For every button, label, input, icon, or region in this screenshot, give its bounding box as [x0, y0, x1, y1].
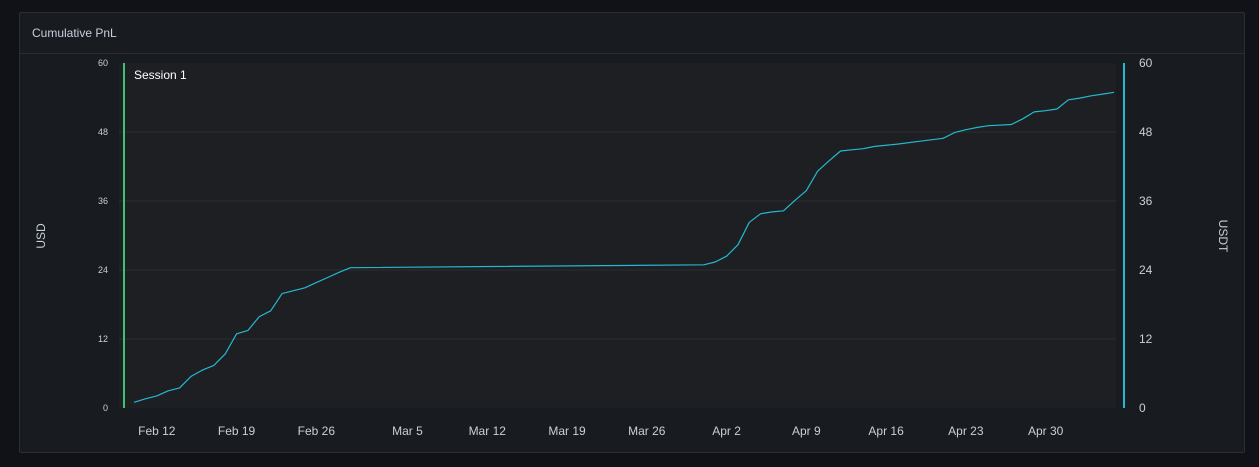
y-tick-left: 12 — [98, 334, 108, 344]
x-tick: Mar 5 — [392, 424, 423, 438]
y-tick-right: 60 — [1139, 56, 1153, 70]
x-tick: Mar 12 — [469, 424, 507, 438]
x-tick: Apr 30 — [1028, 424, 1064, 438]
x-tick: Mar 26 — [628, 424, 666, 438]
annotation-layer: Session 1 — [123, 63, 187, 408]
series-line[interactable] — [133, 91, 1115, 403]
y-tick-left: 24 — [98, 265, 108, 275]
y-axis-left-title: USD — [34, 223, 48, 249]
x-tick: Feb 12 — [138, 424, 176, 438]
y-axis-right-title: USDT — [1216, 220, 1230, 253]
y-axis-left: 0 12 24 36 48 60 — [98, 58, 108, 413]
grid-lines — [119, 131, 1116, 340]
x-tick: Apr 2 — [712, 424, 741, 438]
x-axis: Feb 12 Feb 19 Feb 26 Mar 5 Mar 12 Mar 19 Mar 2… — [138, 424, 1064, 438]
y-tick-left: 36 — [98, 196, 108, 206]
series-layer[interactable] — [133, 91, 1115, 403]
x-tick: Mar 19 — [548, 424, 586, 438]
y-tick-left: 60 — [98, 58, 108, 68]
panel-title: Cumulative PnL — [32, 26, 117, 40]
y-tick-right: 0 — [1139, 401, 1146, 415]
y-tick-right: 48 — [1139, 125, 1153, 139]
x-tick: Apr 9 — [792, 424, 821, 438]
y-tick-right: 24 — [1139, 263, 1153, 277]
panel-header[interactable]: Cumulative PnL — [20, 13, 1244, 54]
y-axis-right: 0 12 24 36 48 60 — [1123, 56, 1153, 415]
session-marker-label: Session 1 — [134, 68, 187, 82]
x-tick: Feb 19 — [218, 424, 256, 438]
y-tick-left: 48 — [98, 127, 108, 137]
x-tick: Apr 23 — [948, 424, 984, 438]
x-tick: Feb 26 — [298, 424, 336, 438]
y-tick-right: 12 — [1139, 332, 1153, 346]
plot-background — [119, 63, 1116, 408]
y-tick-right: 36 — [1139, 194, 1153, 208]
y-tick-left: 0 — [103, 403, 108, 413]
x-tick: Apr 16 — [868, 424, 904, 438]
